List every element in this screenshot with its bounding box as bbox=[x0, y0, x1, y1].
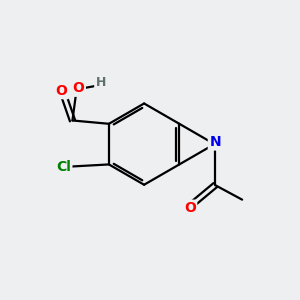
Text: Cl: Cl bbox=[56, 160, 71, 173]
Text: N: N bbox=[209, 135, 221, 149]
Text: O: O bbox=[184, 201, 196, 215]
Text: O: O bbox=[72, 81, 84, 95]
Text: H: H bbox=[96, 76, 106, 89]
Text: O: O bbox=[56, 84, 68, 98]
